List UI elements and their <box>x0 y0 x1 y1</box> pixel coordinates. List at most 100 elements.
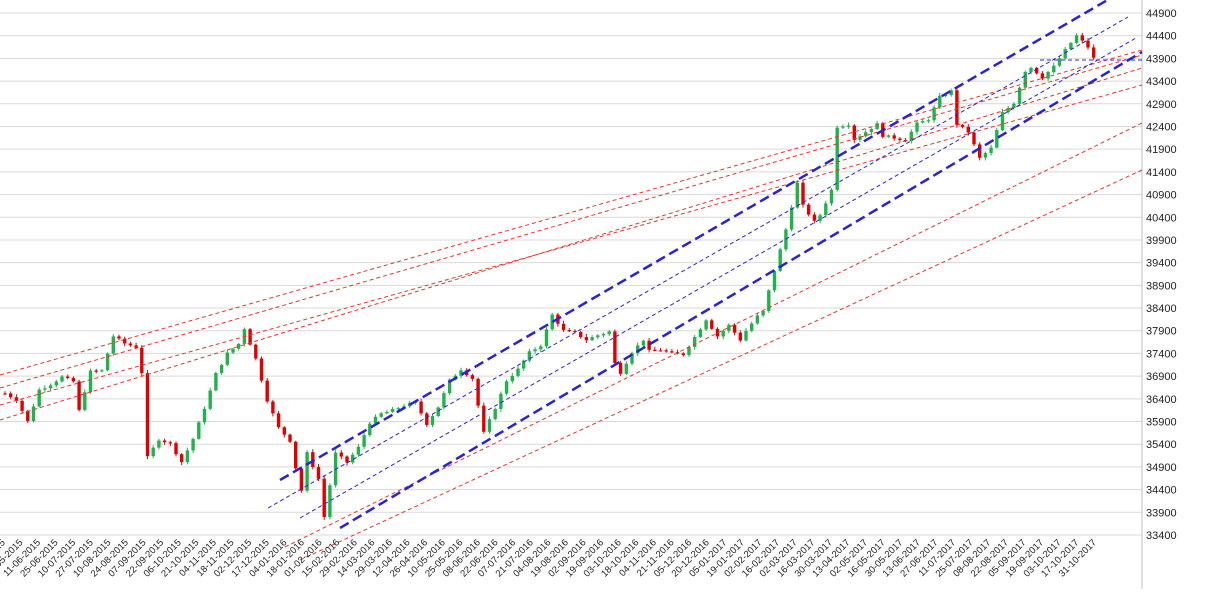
candle-body <box>459 370 463 376</box>
candle-body <box>219 364 224 373</box>
candle-body <box>670 351 674 353</box>
candle-body <box>214 372 218 391</box>
candle-body <box>778 249 782 271</box>
candle-body <box>972 132 976 145</box>
candle-body <box>368 423 372 436</box>
candle-body <box>955 90 959 125</box>
candle-body <box>197 422 201 439</box>
y-tick-label: 43900 <box>1146 53 1177 65</box>
candle-body <box>846 125 851 127</box>
candle-body <box>105 353 110 371</box>
candle-body <box>1092 47 1096 58</box>
y-tick-label: 33900 <box>1146 507 1177 519</box>
candle-body <box>259 358 264 381</box>
candle-body <box>470 375 475 379</box>
candle-body <box>54 381 58 386</box>
y-tick-label: 36900 <box>1146 371 1177 383</box>
candle-body <box>339 452 343 457</box>
candle-body <box>436 407 440 417</box>
candle-body <box>305 452 309 491</box>
candle-body <box>1086 40 1090 48</box>
candle-body <box>527 351 532 361</box>
candle-body <box>322 478 326 517</box>
candle-body <box>960 124 965 127</box>
candle-body <box>567 330 571 332</box>
candle-body <box>499 393 503 410</box>
candle-body <box>419 401 423 414</box>
candle-body <box>1046 71 1050 79</box>
x-axis-ticks: 30-04-201514-05-201528-05-201511-06-2015… <box>0 537 1099 579</box>
candle-body <box>932 107 936 121</box>
y-tick-label: 37900 <box>1146 326 1177 338</box>
candle-body <box>789 207 794 230</box>
candle-body <box>978 144 982 158</box>
trendlines <box>0 0 1143 561</box>
candle-body <box>328 485 332 517</box>
candle-body <box>921 121 925 123</box>
y-tick-label: 41400 <box>1146 167 1177 179</box>
candle-body <box>379 413 383 417</box>
candle-body <box>1040 73 1045 79</box>
y-axis-ticks: 44900 44400 43900 43400 42900 42400 41900 41400… <box>1146 8 1177 542</box>
trendline-red <box>0 49 1143 376</box>
candle-body <box>1063 49 1067 59</box>
candle-body <box>516 368 520 376</box>
channel-line-blue <box>339 50 1143 530</box>
candle-body <box>738 332 742 341</box>
candle-body <box>60 376 64 382</box>
candle-body <box>288 434 292 442</box>
candle-body <box>858 136 862 140</box>
y-tick-label: 39900 <box>1146 235 1177 247</box>
candle-body <box>3 393 7 395</box>
candle-body <box>721 330 725 337</box>
candle-body <box>248 329 252 345</box>
candle-body <box>1006 107 1010 113</box>
candle-body <box>140 347 144 374</box>
candle-body <box>744 330 748 341</box>
candle-body <box>510 375 514 382</box>
y-tick-label: 44400 <box>1146 31 1177 43</box>
candle-body <box>989 147 993 154</box>
y-tick-label: 42400 <box>1146 121 1177 133</box>
candle-body <box>983 153 988 158</box>
candle-body <box>624 363 628 374</box>
trendline-red <box>0 54 1143 389</box>
candle-body <box>561 323 566 331</box>
candle-body <box>818 215 822 221</box>
y-tick-label: 40400 <box>1146 212 1177 224</box>
candle-body <box>168 442 172 444</box>
candle-body <box>430 416 435 425</box>
candle-body <box>94 370 98 372</box>
candle-body <box>231 348 235 353</box>
candle-body <box>9 393 13 398</box>
candle-body <box>596 335 600 338</box>
candle-body <box>715 328 720 337</box>
candle-body <box>362 435 366 447</box>
candle-body <box>795 182 799 208</box>
candle-body <box>134 345 138 348</box>
candle-body <box>727 324 731 331</box>
candle-body <box>294 441 298 469</box>
candle-body <box>345 456 349 463</box>
candle-body <box>504 381 509 394</box>
candle-body <box>533 349 537 352</box>
candle-body <box>698 329 703 338</box>
candle-body <box>647 340 651 350</box>
candle-body <box>909 131 913 142</box>
candle-body <box>185 450 190 463</box>
candle-body <box>607 331 611 334</box>
candle-body <box>801 182 805 205</box>
candle-body <box>1012 103 1016 108</box>
y-tick-label: 37400 <box>1146 348 1177 360</box>
candle-body <box>271 401 275 414</box>
candle-body <box>180 454 184 463</box>
y-tick-label: 43400 <box>1146 76 1177 88</box>
candle-body <box>202 408 207 423</box>
y-tick-label: 35400 <box>1146 439 1177 451</box>
candle-body <box>225 352 229 365</box>
candle-body <box>750 323 754 331</box>
candle-body <box>653 349 657 352</box>
candle-body <box>641 340 646 346</box>
